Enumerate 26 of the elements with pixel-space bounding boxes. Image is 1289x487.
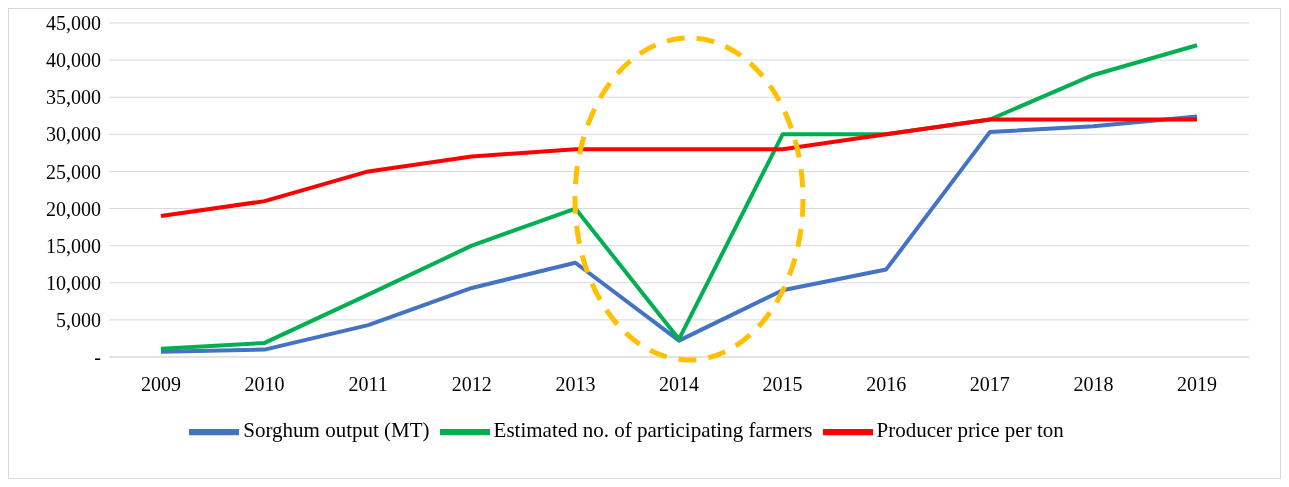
y-tick-label: 15,000	[46, 234, 101, 257]
y-tick-label: 35,000	[46, 86, 101, 109]
x-tick-label: 2009	[141, 373, 181, 396]
y-tick-label: 5,000	[56, 308, 101, 331]
y-tick-label: 45,000	[46, 12, 101, 35]
y-tick-label: 30,000	[46, 123, 101, 146]
x-tick-label: 2018	[1073, 373, 1114, 396]
y-tick-label: 25,000	[46, 160, 101, 183]
line-series	[159, 117, 1199, 218]
x-tick-label: 2016	[866, 373, 907, 396]
y-tick-label: -	[94, 346, 101, 369]
legend-label: Estimated no. of participating farmers	[493, 417, 813, 442]
x-tick-label: 2015	[762, 373, 803, 396]
x-tick-label: 2012	[451, 373, 492, 396]
y-tick-label: 10,000	[46, 271, 101, 294]
x-tick-label: 2017	[969, 373, 1010, 396]
y-tick-label: 20,000	[46, 197, 101, 220]
legend-label: Sorghum output (MT)	[243, 417, 430, 442]
x-tick-label: 2011	[348, 373, 388, 396]
x-tick-label: 2019	[1177, 373, 1217, 396]
x-tick-label: 2013	[555, 373, 596, 396]
legend-label: Producer price per ton	[876, 417, 1064, 442]
y-tick-label: 40,000	[46, 49, 101, 72]
x-tick-label: 2014	[659, 373, 699, 396]
x-tick-label: 2010	[244, 373, 285, 396]
line-series	[159, 114, 1199, 354]
